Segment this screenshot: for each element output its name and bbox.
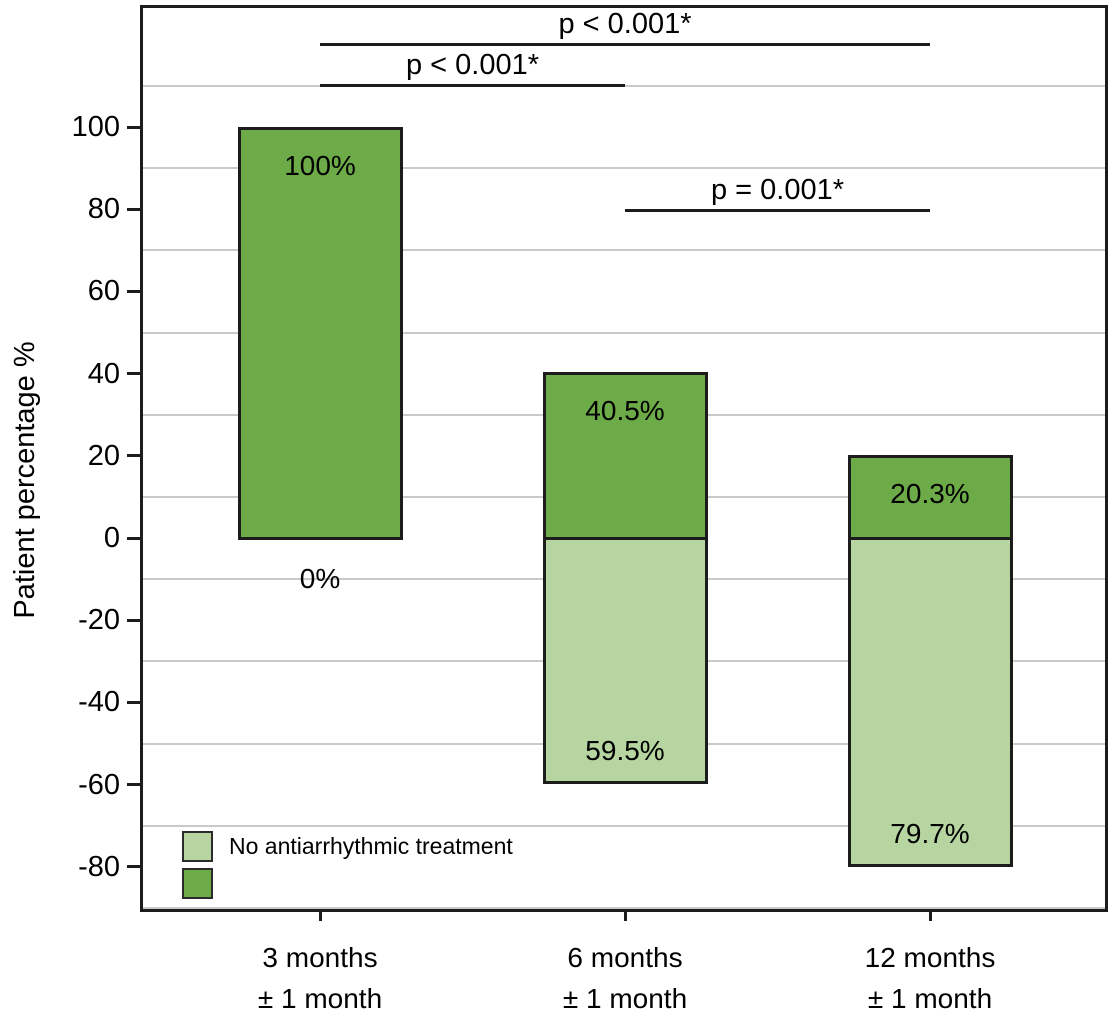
y-axis-tick-label: 0	[103, 522, 120, 554]
y-axis-tick-label: 80	[87, 193, 120, 226]
legend-swatch-light-green	[182, 831, 213, 862]
bar-segment-dark	[847, 454, 1013, 540]
bar-value-label: 100%	[284, 150, 356, 181]
x-category-label-line2: ± 1 month	[257, 983, 383, 1014]
x-category-label-line1: 6 months	[567, 942, 683, 973]
x-axis-tick	[928, 912, 932, 921]
legend-label: No antiarrhythmic treatment	[229, 833, 513, 859]
bar-value-label: 40.5%	[585, 394, 665, 426]
x-category-label-line1: 12 months	[864, 942, 996, 973]
bar-value-label: 79.7%	[890, 818, 970, 850]
y-axis-tick	[127, 207, 140, 211]
y-axis-tick-label: 20	[87, 439, 120, 472]
y-axis-tick	[127, 454, 140, 458]
bar-segment-dark	[237, 127, 403, 540]
gridline	[143, 331, 1105, 334]
y-axis-tick	[127, 125, 140, 129]
significance-line	[320, 83, 625, 87]
y-axis-tick-label: 60	[87, 275, 120, 308]
legend-swatch-dark-green	[182, 868, 213, 899]
significance-line	[625, 208, 930, 212]
significance-label: p < 0.001*	[558, 8, 692, 40]
y-axis-tick	[127, 536, 140, 540]
gridline	[143, 249, 1105, 252]
x-category-label-line1: 3 months	[262, 942, 378, 973]
plot-area-frame	[140, 5, 1108, 912]
x-axis-tick	[623, 912, 627, 921]
x-axis-tick	[318, 912, 322, 921]
y-axis-tick-label: -40	[78, 686, 120, 719]
bar-value-label: 59.5%	[585, 735, 665, 767]
gridline	[143, 824, 1105, 827]
bar-value-label: 20.3%	[890, 477, 970, 509]
y-axis-tick-label: -20	[78, 604, 120, 637]
y-axis-tick-label: 40	[87, 357, 120, 390]
bar-segment-light	[847, 537, 1013, 868]
y-axis-tick	[127, 865, 140, 869]
y-axis-tick	[127, 700, 140, 704]
y-axis-tick	[127, 289, 140, 293]
y-axis-tick	[127, 618, 140, 622]
significance-label: p = 0.001*	[710, 174, 845, 206]
gridline	[143, 906, 1105, 909]
x-category-label-line2: ± 1 month	[562, 983, 688, 1014]
y-axis-tick-label: -80	[78, 850, 120, 883]
gridline	[143, 167, 1105, 170]
y-axis-tick	[127, 372, 140, 376]
x-category-label-line2: ± 1 month	[867, 983, 993, 1014]
significance-line	[320, 42, 930, 46]
y-axis-tick-label: -60	[78, 768, 120, 801]
y-axis-tick	[127, 783, 140, 787]
significance-label: p < 0.001*	[405, 49, 540, 81]
bar-value-label: 0%	[299, 563, 341, 594]
bar-segment-light	[542, 537, 708, 785]
y-axis-tick-label: 100	[71, 111, 120, 143]
